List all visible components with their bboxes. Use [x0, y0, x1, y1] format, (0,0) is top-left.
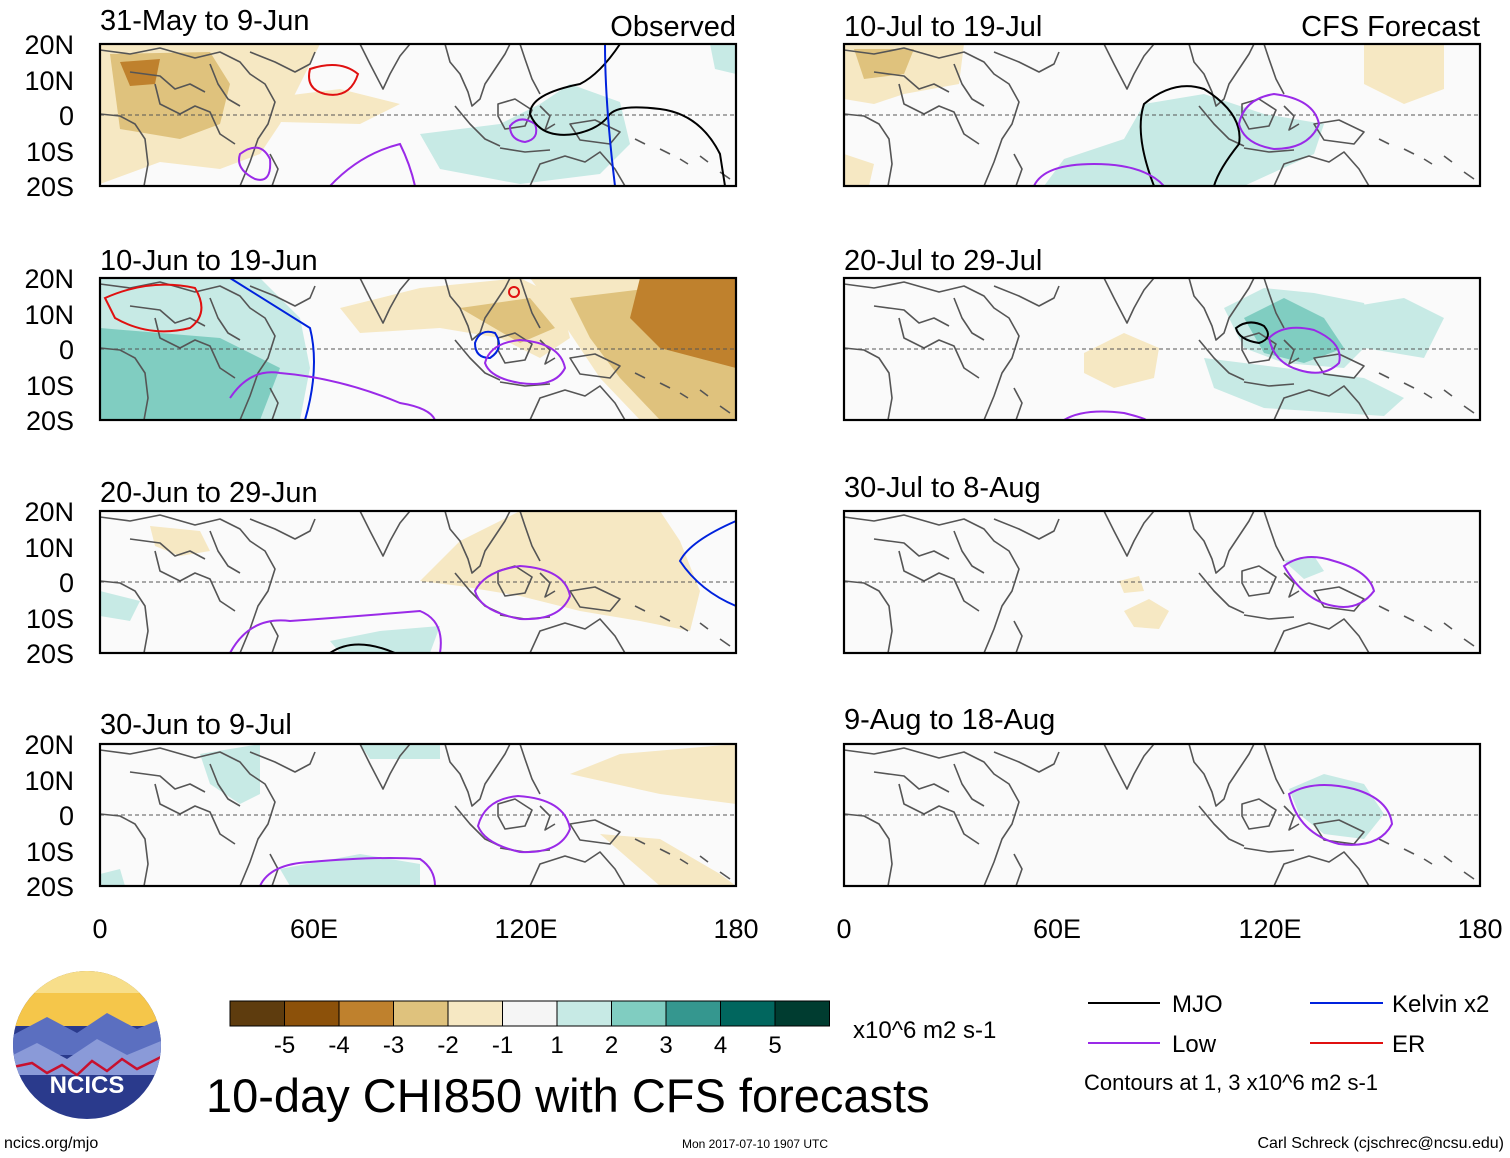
lat-label: 20N — [24, 264, 74, 294]
colorbar-tick-label: 2 — [605, 1032, 618, 1059]
colorbar-bin — [720, 1000, 776, 1027]
contours — [238, 43, 726, 187]
legend-er-label: ER — [1392, 1031, 1425, 1058]
legend-kelvin-label: Kelvin x2 — [1392, 991, 1489, 1018]
colorbar-tick-label: -2 — [437, 1032, 458, 1059]
lat-label: 0 — [59, 568, 74, 598]
colorbar-bin — [229, 1000, 285, 1027]
lon-label: 0 — [836, 914, 851, 944]
colorbar: -5 -4 -3 -2 -1 1 2 3 4 5 — [229, 1000, 830, 1059]
panel-p1 — [98, 42, 738, 188]
legend-low-label: Low — [1172, 1031, 1217, 1058]
shading — [100, 44, 736, 184]
lat-label: 10S — [26, 837, 74, 867]
lon-label: 120E — [1238, 914, 1301, 944]
lat-label: 10S — [26, 604, 74, 634]
panel-p2 — [98, 276, 738, 422]
lon-label: 60E — [1033, 914, 1081, 944]
colorbar-tick-label: 1 — [550, 1032, 563, 1059]
colorbar-bin — [393, 1000, 449, 1027]
lon-label: 60E — [290, 914, 338, 944]
shading — [1119, 556, 1324, 629]
lat-label: 10S — [26, 371, 74, 401]
lat-label: 10N — [24, 533, 74, 563]
lat-label: 0 — [59, 101, 74, 131]
footer-credit: Carl Schreck (cjschrec@ncsu.edu) — [1257, 1135, 1504, 1152]
panel-title: 10-Jul to 19-Jul — [844, 11, 1042, 43]
panel-title: 10-Jun to 19-Jun — [100, 245, 318, 277]
colorbar-bin — [447, 1000, 503, 1027]
colorbar-bin — [338, 1000, 394, 1027]
panel-title: 30-Jul to 8-Aug — [844, 472, 1041, 504]
shading — [100, 744, 736, 886]
panel-tag: Observed — [610, 11, 736, 43]
panel-p7 — [842, 509, 1482, 655]
panel-title: 20-Jul to 29-Jul — [844, 245, 1042, 277]
legend-note: Contours at 1, 3 x10^6 m2 s-1 — [1084, 1070, 1378, 1095]
colorbar-tick-label: 5 — [768, 1032, 781, 1059]
lat-label: 10N — [24, 300, 74, 330]
colorbar-tick-label: -3 — [383, 1032, 404, 1059]
lat-label: 20N — [24, 497, 74, 527]
legend: MJO Kelvin x2 Low ER Contours at 1, 3 x1… — [1084, 991, 1489, 1095]
lat-label: 20S — [26, 872, 74, 902]
lat-axis: 20N 10N 0 10S 20S 20N 10N 0 10S 20S 20N … — [24, 30, 74, 902]
lat-label: 10N — [24, 66, 74, 96]
lat-label: 20S — [26, 172, 74, 202]
shading — [100, 511, 700, 653]
lat-label: 10N — [24, 766, 74, 796]
colorbar-bin — [284, 1000, 340, 1027]
shading — [844, 44, 1444, 186]
colorbar-units: x10^6 m2 s-1 — [853, 1017, 996, 1044]
colorbar-tick-label: -1 — [492, 1032, 513, 1059]
panel-frame — [98, 42, 738, 188]
lat-label: 20N — [24, 30, 74, 60]
panel-p8 — [842, 742, 1482, 888]
panel-title: 9-Aug to 18-Aug — [844, 704, 1055, 736]
lon-label: 180 — [1457, 914, 1502, 944]
colorbar-bin — [502, 1000, 558, 1027]
colorbar-tick-label: 3 — [659, 1032, 672, 1059]
lat-label: 10S — [26, 137, 74, 167]
logo-text: NCICS — [50, 1072, 125, 1099]
figure-title: 10-day CHI850 with CFS forecasts — [206, 1069, 930, 1122]
panel-p3 — [98, 509, 738, 655]
colorbar-tick-label: -4 — [328, 1032, 349, 1059]
lon-label: 120E — [494, 914, 557, 944]
footer-url: ncics.org/mjo — [4, 1135, 98, 1152]
lon-label: 0 — [92, 914, 107, 944]
lon-axis: 0 60E 120E 180 0 60E 120E 180 — [92, 914, 1502, 944]
lat-label: 20S — [26, 406, 74, 436]
lat-label: 0 — [59, 335, 74, 365]
lat-label: 20N — [24, 730, 74, 760]
ncics-logo: NCICS — [13, 971, 161, 1119]
panel-p5 — [842, 42, 1482, 188]
panel-title: 30-Jun to 9-Jul — [100, 709, 292, 741]
colorbar-bin — [774, 1000, 830, 1027]
lon-label: 180 — [713, 914, 758, 944]
panel-title: 20-Jun to 29-Jun — [100, 477, 318, 509]
panel-title: 31-May to 9-Jun — [100, 5, 310, 37]
panel-p4 — [98, 742, 738, 888]
lat-label: 20S — [26, 639, 74, 669]
colorbar-bin — [556, 1000, 612, 1027]
footer-timestamp: Mon 2017-07-10 1907 UTC — [682, 1137, 828, 1151]
lat-label: 0 — [59, 801, 74, 831]
panel-p6 — [842, 276, 1482, 422]
colorbar-tick-label: 4 — [714, 1032, 727, 1059]
colorbar-tick-label: -5 — [274, 1032, 295, 1059]
colorbar-bin — [665, 1000, 721, 1027]
colorbar-bin — [611, 1000, 667, 1027]
legend-mjo-label: MJO — [1172, 991, 1223, 1018]
panel-tag: CFS Forecast — [1301, 11, 1480, 43]
